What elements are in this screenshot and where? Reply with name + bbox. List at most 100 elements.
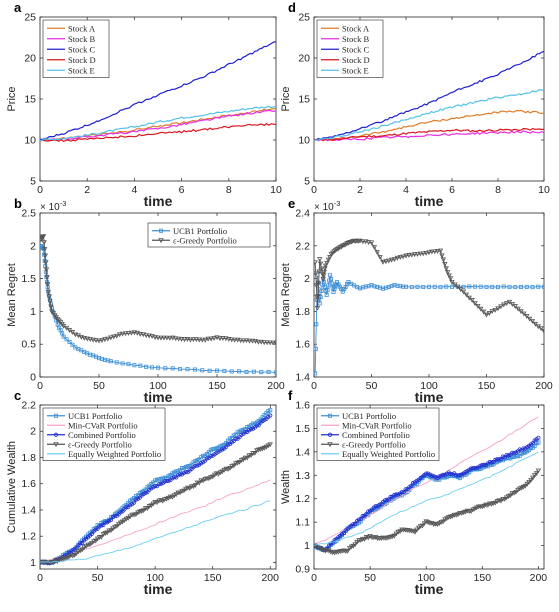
data-point	[133, 512, 139, 518]
data-point	[127, 514, 133, 520]
series-group	[40, 41, 276, 143]
data-point	[111, 334, 117, 340]
data-point	[63, 325, 70, 331]
data-point	[183, 469, 188, 475]
legend-label: Stock C	[68, 44, 95, 54]
data-point	[373, 535, 379, 540]
data-point	[419, 523, 426, 529]
data-point	[318, 266, 325, 272]
data-point	[155, 365, 160, 370]
data-point	[500, 454, 505, 459]
x-tick-label: 150	[478, 380, 496, 392]
data-point	[170, 335, 176, 341]
data-point	[61, 334, 66, 339]
data-point	[457, 287, 464, 293]
legend-label: UCB1 Portfolio	[342, 411, 396, 421]
data-point	[455, 473, 461, 478]
series-line-equal	[314, 451, 539, 546]
data-point	[225, 442, 231, 447]
y-tick-label: 1.6	[295, 400, 310, 412]
y-tick-label: 0.5	[21, 339, 36, 351]
data-point	[243, 338, 250, 344]
data-point	[156, 482, 162, 487]
data-point	[467, 284, 472, 289]
y-tick-label: 2	[30, 240, 36, 252]
data-point	[103, 520, 108, 525]
data-point	[484, 284, 489, 289]
data-point	[243, 430, 248, 435]
data-point	[229, 337, 235, 343]
x-tick-label: 0	[37, 572, 43, 584]
y-tick-label: 1.6	[21, 478, 36, 490]
legend-label: Combined Portfolio	[342, 430, 410, 440]
data-point	[542, 284, 544, 289]
data-point	[237, 338, 244, 344]
data-point	[315, 281, 322, 287]
data-point	[443, 266, 449, 272]
data-point	[40, 560, 43, 565]
data-point	[414, 252, 421, 257]
data-point	[204, 456, 210, 461]
data-point	[319, 288, 324, 293]
data-point	[417, 251, 424, 257]
data-point	[356, 517, 361, 522]
x-tick-label: 2	[84, 184, 90, 196]
y-tick-label: 5	[30, 176, 36, 188]
legend-item: Equally Weighted Portfolio	[47, 449, 161, 459]
data-point	[126, 362, 131, 367]
data-point	[258, 339, 264, 345]
x-tick-label: 200	[535, 380, 553, 392]
data-point	[89, 540, 95, 546]
data-point	[388, 494, 393, 499]
data-point	[137, 332, 143, 337]
data-point	[371, 245, 378, 251]
data-point	[155, 335, 161, 341]
data-point	[426, 250, 432, 256]
panel-letter: e	[288, 196, 295, 211]
series-line-stock_c	[314, 50, 544, 141]
data-point	[315, 294, 321, 299]
x-tick-label: 0	[311, 184, 317, 196]
data-point	[169, 494, 176, 500]
data-point	[314, 271, 319, 277]
x-tick-label: 200	[261, 572, 279, 584]
data-point	[99, 338, 105, 343]
series-markers-egreedy	[40, 234, 276, 346]
data-point	[406, 253, 412, 258]
data-point	[256, 423, 261, 428]
legend-marker	[158, 228, 163, 233]
data-point	[423, 250, 429, 256]
legend-item: UCB1 Portfolio	[321, 411, 396, 421]
series-markers-egreedy	[314, 238, 544, 334]
legend-label: UCB1 Portfolio	[173, 226, 227, 236]
data-point	[131, 330, 138, 336]
y-tick-label: 2.5	[21, 208, 36, 220]
y-tick-label: 20	[298, 53, 310, 65]
data-point	[519, 284, 524, 289]
series-line-equal	[40, 500, 271, 563]
data-point	[237, 369, 242, 374]
data-point	[388, 257, 395, 263]
data-point	[363, 239, 369, 245]
data-point	[522, 483, 528, 489]
data-point	[536, 440, 541, 445]
data-point	[489, 460, 494, 465]
data-point	[440, 257, 447, 263]
data-point	[530, 285, 535, 290]
data-point	[365, 535, 371, 541]
data-point	[183, 486, 189, 492]
data-point	[173, 492, 179, 498]
panel-letter: f	[288, 388, 293, 403]
legend-item: Min-CVaR Portfolio	[321, 420, 412, 430]
data-point	[498, 304, 504, 310]
data-point	[105, 336, 111, 342]
data-point	[108, 528, 114, 534]
data-point	[140, 508, 147, 514]
x-tick-label: 10	[538, 184, 550, 196]
data-point	[161, 335, 167, 341]
data-point	[492, 500, 499, 506]
data-point	[314, 305, 321, 311]
data-point	[492, 307, 498, 313]
legend-label: Stock B	[68, 34, 95, 44]
